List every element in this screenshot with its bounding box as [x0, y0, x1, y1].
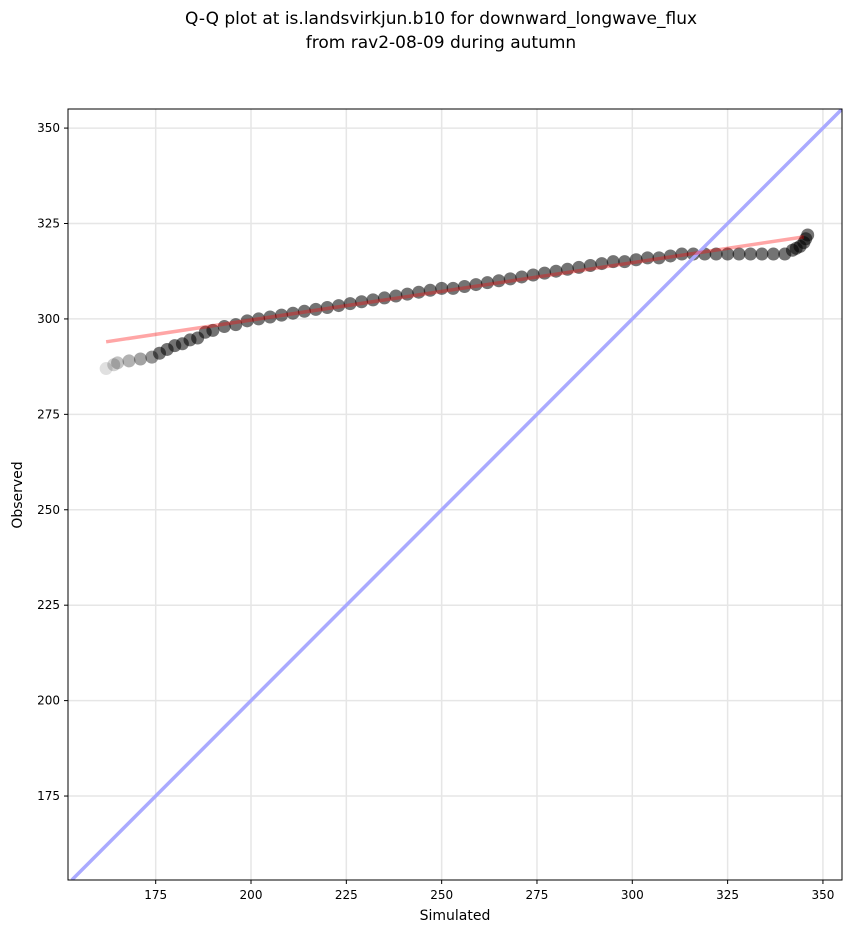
qq-point [801, 228, 815, 242]
qq-point [355, 295, 369, 309]
qq-point [111, 356, 125, 370]
qq-point [560, 262, 574, 276]
qq-point [503, 272, 517, 286]
x-axis-ticks: 175 200 225 250 275 300 325 350 [144, 880, 834, 902]
qq-point [641, 251, 655, 265]
qq-point [686, 247, 700, 261]
qq-point [743, 247, 757, 261]
qq-point [423, 283, 437, 297]
y-tick-label: 200 [37, 694, 60, 708]
y-tick-label: 225 [37, 598, 60, 612]
chart-title: Q-Q plot at is.landsvirkjun.b10 for down… [185, 9, 697, 29]
x-tick-label: 225 [335, 888, 358, 902]
qq-point [332, 299, 346, 313]
qq-point [663, 249, 677, 263]
qq-point [133, 352, 147, 366]
qq-point [217, 320, 231, 334]
y-tick-label: 275 [37, 407, 60, 421]
qq-point [652, 251, 666, 265]
plot-content [70, 109, 842, 880]
qq-point [286, 306, 300, 320]
qq-point [572, 260, 586, 274]
qq-point [515, 270, 529, 284]
qq-point [412, 285, 426, 299]
x-tick-label: 325 [716, 888, 739, 902]
qq-point [206, 323, 220, 337]
y-tick-label: 175 [37, 789, 60, 803]
y-tick-label: 250 [37, 503, 60, 517]
qq-point [297, 304, 311, 318]
qq-point [446, 281, 460, 295]
y-axis-ticks: 175 200 225 250 275 300 325 350 [37, 121, 68, 803]
fit-line [105, 235, 805, 344]
identity-line [70, 109, 842, 880]
qq-point [721, 247, 735, 261]
qq-point [107, 358, 121, 372]
qq-point [320, 300, 334, 314]
qq-point [435, 281, 449, 295]
qq-point [122, 354, 136, 368]
qq-point [377, 291, 391, 305]
qq-point [252, 312, 266, 326]
qq-point [263, 310, 277, 324]
x-tick-label: 350 [811, 888, 834, 902]
x-tick-label: 200 [240, 888, 263, 902]
x-tick-label: 250 [430, 888, 453, 902]
qq-point [229, 318, 243, 332]
y-tick-label: 325 [37, 217, 60, 231]
qq-point [366, 293, 380, 307]
qq-point [309, 302, 323, 316]
qq-point [732, 247, 746, 261]
qq-point [526, 268, 540, 282]
x-tick-label: 275 [526, 888, 549, 902]
qq-point [755, 247, 769, 261]
qq-point [469, 278, 483, 292]
qq-point [400, 287, 414, 301]
qq-point [583, 258, 597, 272]
qq-point [343, 297, 357, 311]
qq-point [492, 274, 506, 288]
qq-point [629, 253, 643, 267]
qq-point [595, 257, 609, 271]
qq-point [606, 255, 620, 269]
qq-point [549, 264, 563, 278]
qq-point [766, 247, 780, 261]
qq-point [480, 276, 494, 290]
qq-point [275, 308, 289, 322]
qq-point [389, 289, 403, 303]
qq-point [538, 266, 552, 280]
x-tick-label: 175 [144, 888, 167, 902]
qq-point [618, 255, 632, 269]
y-tick-label: 350 [37, 121, 60, 135]
x-axis-label: Simulated [420, 908, 491, 924]
y-axis-label: Observed [10, 461, 26, 528]
grid-lines [68, 109, 842, 880]
qq-point [99, 362, 113, 376]
qq-point [675, 247, 689, 261]
qq-point [240, 314, 254, 328]
chart-subtitle: from rav2-08-09 during autumn [306, 33, 576, 53]
plot-frame [67, 108, 843, 881]
y-tick-label: 300 [37, 312, 60, 326]
qq-point [709, 247, 723, 261]
x-tick-label: 300 [621, 888, 644, 902]
qq-point [458, 279, 472, 293]
